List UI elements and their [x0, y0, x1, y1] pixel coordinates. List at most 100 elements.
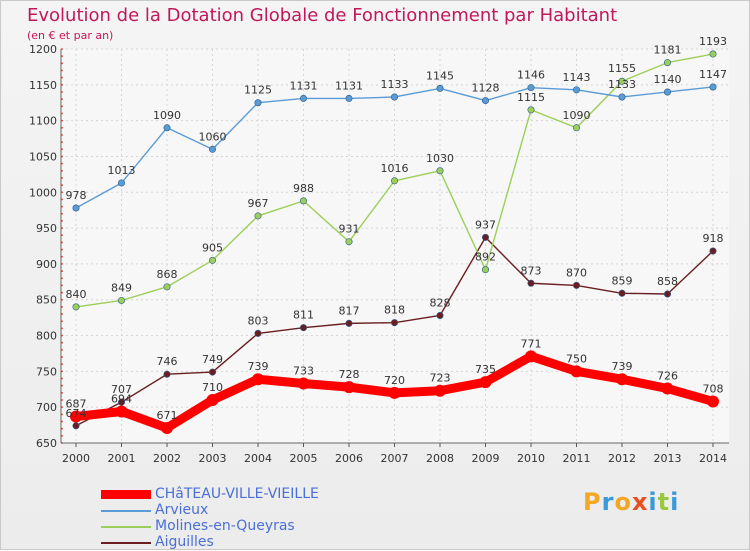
- data-point: [163, 283, 171, 291]
- data-point: [390, 177, 398, 185]
- legend-swatch-aiguilles: [101, 542, 151, 544]
- data-label: 873: [521, 264, 542, 277]
- y-minor-tick: [61, 427, 63, 430]
- y-minor-tick: [61, 320, 63, 323]
- data-point: [72, 422, 80, 430]
- data-label: 1143: [563, 71, 591, 84]
- y-minor-tick: [61, 270, 63, 272]
- logo-letter: t: [657, 488, 671, 516]
- data-label: 1090: [563, 109, 591, 122]
- data-label: 988: [293, 182, 314, 195]
- data-label: 1146: [517, 69, 545, 82]
- legend-swatch-molines: [101, 526, 151, 528]
- data-label: 687: [66, 397, 87, 410]
- data-label: 726: [657, 370, 678, 383]
- x-tick-label: 2014: [699, 452, 727, 465]
- logo-letter: P: [583, 488, 602, 516]
- data-label: 818: [384, 304, 405, 317]
- data-point: [525, 350, 537, 363]
- y-minor-tick: [61, 363, 63, 366]
- data-label: 1133: [381, 78, 409, 91]
- y-tick-label: 800: [36, 330, 57, 343]
- data-point: [299, 324, 307, 332]
- data-point: [481, 233, 489, 241]
- data-label: 708: [703, 382, 724, 395]
- y-tick-label: 650: [36, 437, 57, 450]
- data-label: 905: [202, 241, 223, 254]
- data-label: 978: [66, 189, 87, 202]
- data-point: [434, 384, 446, 397]
- y-minor-tick: [61, 406, 63, 409]
- data-point: [618, 289, 626, 297]
- data-label: 707: [111, 383, 132, 396]
- logo-letter: i: [648, 488, 658, 516]
- y-minor-tick: [61, 370, 63, 373]
- y-minor-tick: [61, 434, 63, 437]
- y-minor-tick: [61, 148, 63, 151]
- data-label: 1193: [699, 35, 727, 48]
- data-label: 723: [430, 372, 451, 385]
- data-label: 811: [293, 309, 314, 322]
- y-tick-label: 1200: [29, 43, 57, 56]
- data-point: [254, 212, 262, 220]
- data-label: 1133: [608, 78, 636, 91]
- y-minor-tick: [61, 298, 63, 301]
- y-tick-label: 1000: [29, 186, 57, 199]
- y-minor-tick: [61, 141, 63, 144]
- x-tick-label: 2004: [244, 452, 272, 465]
- y-tick-label: 1150: [29, 79, 57, 92]
- y-minor-tick: [61, 98, 63, 101]
- y-minor-tick: [61, 291, 63, 294]
- x-tick-label: 2012: [608, 452, 636, 465]
- y-minor-tick: [61, 105, 63, 108]
- y-minor-tick: [61, 69, 63, 72]
- y-minor-tick: [61, 420, 63, 423]
- data-point: [115, 405, 128, 418]
- data-point: [618, 93, 626, 101]
- y-minor-tick: [61, 234, 63, 237]
- data-label: 710: [202, 381, 223, 394]
- data-label: 739: [612, 360, 633, 373]
- data-point: [163, 124, 171, 132]
- data-point: [343, 381, 355, 394]
- y-minor-tick: [61, 341, 63, 344]
- data-label: 1090: [153, 109, 181, 122]
- data-label: 1181: [654, 44, 682, 57]
- y-minor-tick: [61, 184, 63, 187]
- logo-letter: r: [601, 488, 615, 516]
- data-point: [209, 145, 217, 153]
- data-label: 1147: [699, 68, 727, 81]
- x-tick-label: 2007: [381, 452, 409, 465]
- y-minor-tick: [61, 227, 63, 229]
- y-minor-tick: [61, 198, 63, 201]
- data-label: 868: [157, 268, 178, 281]
- data-point: [345, 319, 353, 327]
- y-minor-tick: [61, 356, 63, 358]
- data-label: 849: [111, 281, 132, 294]
- chart-title: Evolution de la Dotation Globale de Fonc…: [27, 5, 618, 26]
- x-tick-label: 2000: [62, 452, 90, 465]
- x-tick-label: 2010: [517, 452, 545, 465]
- data-point: [299, 197, 307, 205]
- y-minor-tick: [61, 348, 63, 351]
- x-tick-label: 2008: [426, 452, 454, 465]
- data-label: 870: [566, 266, 587, 279]
- logo-letter: x: [631, 488, 649, 516]
- y-minor-tick: [61, 62, 63, 65]
- x-tick-label: 2005: [290, 452, 318, 465]
- data-point: [390, 319, 398, 327]
- data-label: 859: [612, 274, 633, 287]
- y-minor-tick: [61, 391, 63, 394]
- data-label: 1131: [290, 79, 318, 92]
- data-label: 967: [248, 197, 269, 210]
- data-point: [436, 167, 444, 175]
- data-point: [118, 398, 126, 406]
- data-label: 937: [475, 218, 496, 231]
- logo-letter: i: [670, 488, 680, 516]
- y-tick-label: 850: [36, 294, 57, 307]
- y-tick-label: 750: [36, 365, 57, 378]
- x-tick-label: 2002: [153, 452, 181, 465]
- legend-swatch-chateau: [101, 490, 151, 499]
- data-label: 671: [157, 409, 178, 422]
